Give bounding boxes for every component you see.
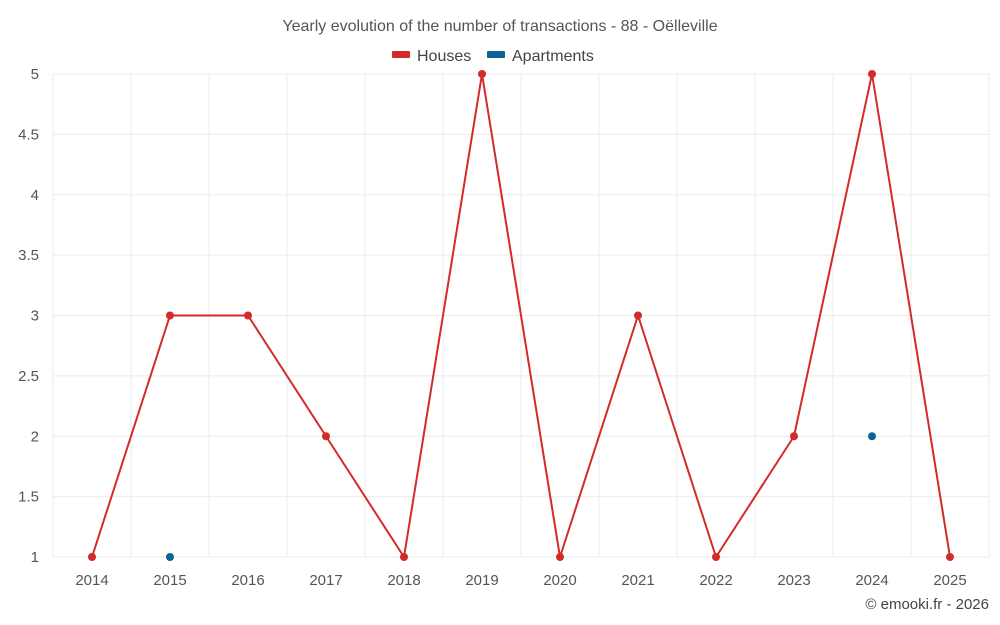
- data-point-houses[interactable]: [400, 553, 408, 561]
- x-axis: 2014 2015 2016 2017 2018 2019 2020 2021 2022 2023…: [75, 572, 966, 589]
- data-point-houses[interactable]: [88, 553, 96, 561]
- series-line-houses: [91, 73, 951, 558]
- y-tick-label: 5: [31, 66, 39, 83]
- data-point-houses[interactable]: [322, 432, 330, 441]
- plot-area: [88, 70, 954, 561]
- legend-item-apartments[interactable]: Apartments: [487, 48, 594, 65]
- x-tick-label: 2017: [309, 572, 342, 589]
- data-point-houses[interactable]: [634, 311, 642, 320]
- data-point-apartments[interactable]: [868, 432, 876, 441]
- data-point-houses[interactable]: [946, 553, 954, 561]
- y-tick-label: 2.5: [18, 368, 39, 385]
- x-tick-label: 2022: [699, 572, 732, 589]
- y-tick-label: 1.5: [18, 489, 39, 506]
- data-point-houses[interactable]: [712, 553, 720, 561]
- legend-label-apartments: Apartments: [512, 48, 594, 65]
- x-tick-label: 2014: [75, 572, 108, 589]
- legend-swatch-apartments: [487, 51, 505, 58]
- x-tick-label: 2016: [231, 572, 264, 589]
- grid: [52, 73, 990, 558]
- y-tick-label: 1: [31, 549, 39, 566]
- x-tick-label: 2021: [621, 572, 654, 589]
- y-tick-label: 2: [31, 428, 39, 445]
- data-point-houses[interactable]: [244, 311, 252, 320]
- legend: Houses Apartments: [392, 48, 594, 65]
- legend-item-houses[interactable]: Houses: [392, 48, 471, 65]
- x-tick-label: 2024: [855, 572, 888, 589]
- y-tick-label: 3: [31, 308, 39, 325]
- y-axis: 1 1.5 2 2.5 3 3.5 4 4.5 5: [18, 66, 39, 566]
- x-tick-label: 2020: [543, 572, 576, 589]
- y-tick-label: 4.5: [18, 126, 39, 143]
- series-apartments: [166, 432, 876, 561]
- chart-title: Yearly evolution of the number of transa…: [282, 18, 717, 35]
- data-point-houses[interactable]: [556, 553, 564, 561]
- series-houses: [88, 70, 954, 561]
- x-tick-label: 2019: [465, 572, 498, 589]
- legend-swatch-houses: [392, 51, 410, 58]
- data-point-houses[interactable]: [166, 311, 174, 320]
- data-point-houses[interactable]: [790, 432, 798, 441]
- x-tick-label: 2023: [777, 572, 810, 589]
- x-tick-label: 2025: [933, 572, 966, 589]
- legend-label-houses: Houses: [417, 48, 471, 65]
- credit-text: © emooki.fr - 2026: [865, 596, 989, 613]
- x-tick-label: 2015: [153, 572, 186, 589]
- data-point-houses[interactable]: [478, 70, 486, 78]
- y-tick-label: 3.5: [18, 247, 39, 264]
- x-tick-label: 2018: [387, 572, 420, 589]
- y-tick-label: 4: [31, 187, 39, 204]
- data-point-apartments[interactable]: [166, 553, 174, 561]
- data-point-houses[interactable]: [868, 70, 876, 78]
